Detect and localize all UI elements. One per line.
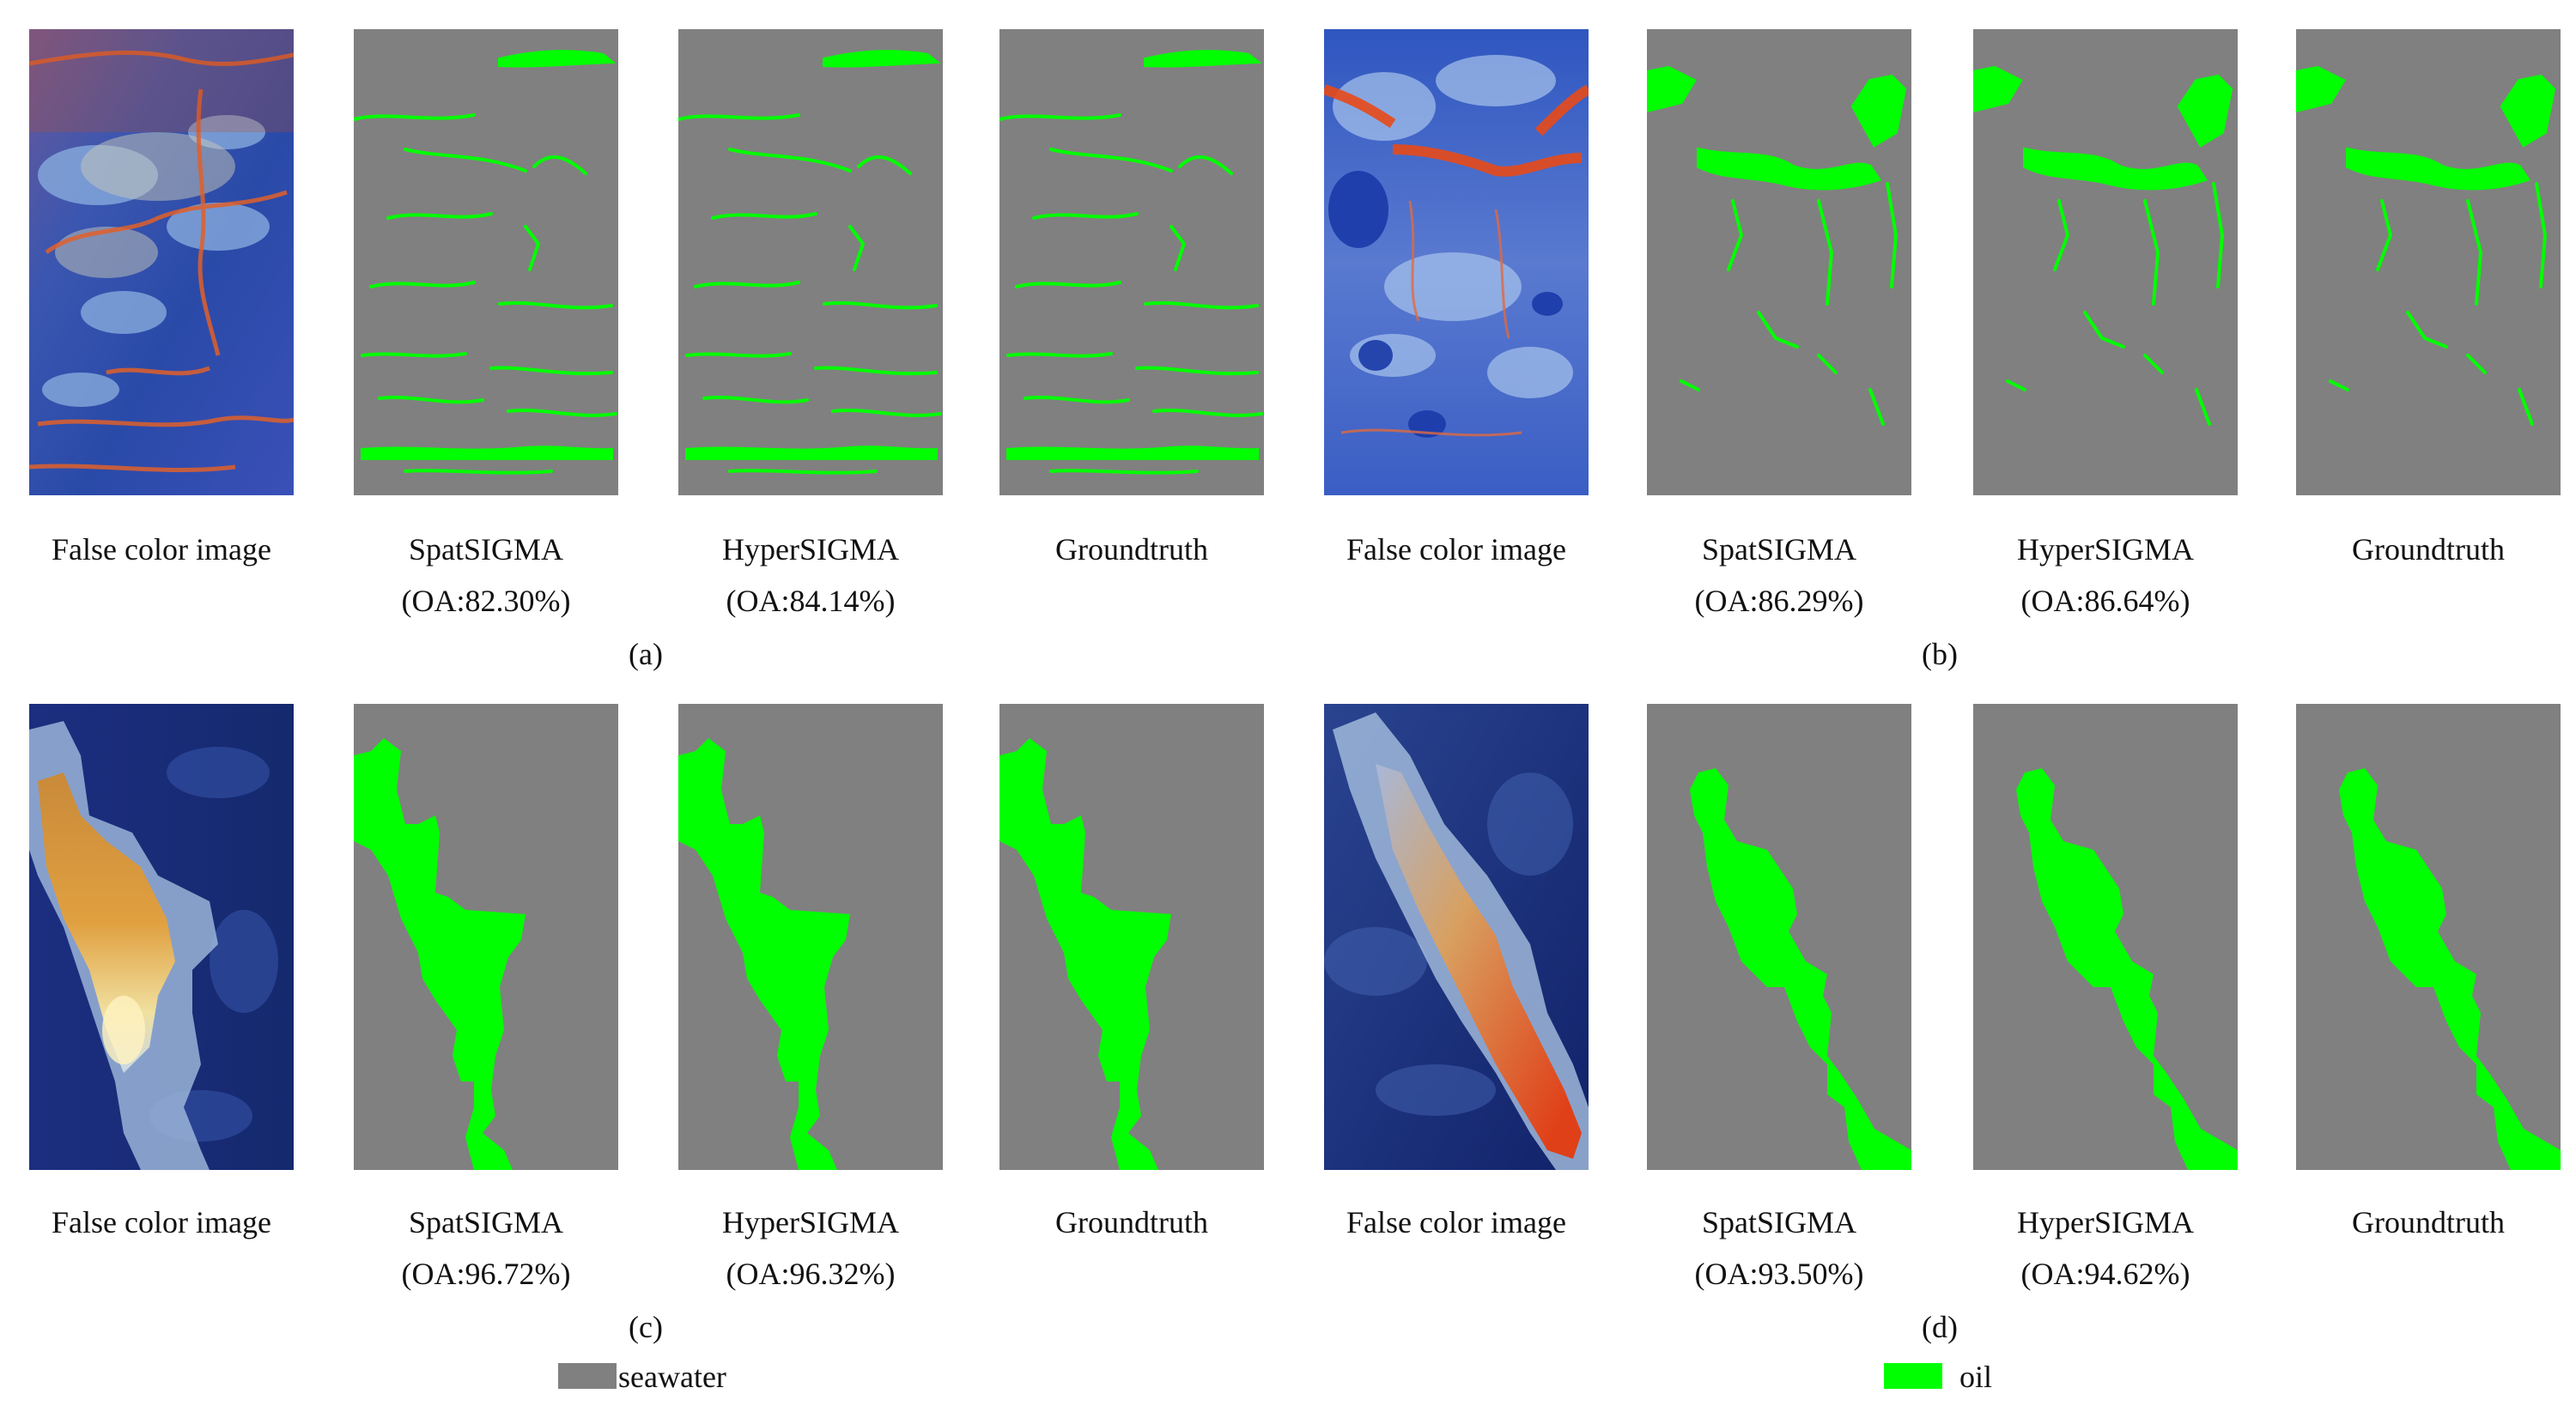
segmentation-mask-b-spatsigma: [1647, 29, 1911, 495]
false-color-image-c: [29, 704, 294, 1170]
panel-c-groundtruth: [999, 704, 1264, 1170]
panel-b-hypersigma: [1973, 29, 2238, 495]
caption-a-groundtruth: Groundtruth: [1055, 532, 1208, 567]
segmentation-mask-b-hypersigma: [1973, 29, 2238, 495]
panel-d-hypersigma: [1973, 704, 2238, 1170]
caption-d-false-color: False color image: [1346, 1205, 1566, 1239]
panel-b-spatsigma: [1647, 29, 1911, 495]
panel-d-spatsigma: [1647, 704, 1911, 1170]
panel-b-groundtruth: [2296, 29, 2561, 495]
caption-b-false-color: False color image: [1346, 532, 1566, 567]
caption-a-false-color: False color image: [52, 532, 271, 567]
panel-b-false-color: [1324, 29, 1589, 495]
oa-a-spatsigma: (OA:82.30%): [401, 584, 571, 618]
panel-a-false-color: [29, 29, 294, 495]
segmentation-mask-d-spatsigma: [1647, 704, 1911, 1170]
false-color-image-a: [29, 29, 294, 495]
panel-c-hypersigma: [678, 704, 943, 1170]
segmentation-mask-b-groundtruth: [2296, 29, 2561, 495]
legend-label-seawater: seawater: [618, 1360, 726, 1394]
caption-b-groundtruth: Groundtruth: [2352, 532, 2505, 567]
segmentation-mask-a-hypersigma: [678, 29, 943, 495]
caption-d-spatsigma: SpatSIGMA: [1701, 1205, 1857, 1239]
panel-c-spatsigma: [354, 704, 618, 1170]
panel-c-false-color: [29, 704, 294, 1170]
segmentation-mask-d-groundtruth: [2296, 704, 2561, 1170]
caption-b-hypersigma: HyperSIGMA: [2017, 532, 2194, 567]
caption-c-hypersigma: HyperSIGMA: [722, 1205, 899, 1239]
false-color-image-b: [1324, 29, 1589, 495]
caption-c-spatsigma: SpatSIGMA: [408, 1205, 564, 1239]
panel-d-false-color: [1324, 704, 1589, 1170]
legend-label-oil: oil: [1959, 1360, 1993, 1394]
oa-c-spatsigma: (OA:96.72%): [401, 1257, 571, 1291]
legend-swatch-oil: [1884, 1363, 1942, 1389]
segmentation-mask-c-hypersigma: [678, 704, 943, 1170]
oa-c-hypersigma: (OA:96.32%): [726, 1257, 896, 1291]
segmentation-mask-c-groundtruth: [999, 704, 1264, 1170]
subfigure-label-c: (c): [629, 1310, 663, 1344]
caption-a-spatsigma: SpatSIGMA: [408, 532, 564, 567]
panel-d-groundtruth: [2296, 704, 2561, 1170]
segmentation-mask-c-spatsigma: [354, 704, 618, 1170]
panel-a-hypersigma: [678, 29, 943, 495]
segmentation-mask-a-groundtruth: [999, 29, 1264, 495]
segmentation-mask-d-hypersigma: [1973, 704, 2238, 1170]
caption-d-groundtruth: Groundtruth: [2352, 1205, 2505, 1239]
subfigure-label-b: (b): [1922, 637, 1958, 671]
false-color-image-d: [1324, 704, 1589, 1170]
caption-a-hypersigma: HyperSIGMA: [722, 532, 899, 567]
oa-b-spatsigma: (OA:86.29%): [1694, 584, 1864, 618]
caption-d-hypersigma: HyperSIGMA: [2017, 1205, 2194, 1239]
caption-b-spatsigma: SpatSIGMA: [1701, 532, 1857, 567]
subfigure-label-a: (a): [629, 637, 663, 671]
caption-c-groundtruth: Groundtruth: [1055, 1205, 1208, 1239]
subfigure-label-d: (d): [1922, 1310, 1958, 1344]
panel-a-spatsigma: [354, 29, 618, 495]
oa-d-hypersigma: (OA:94.62%): [2020, 1257, 2190, 1291]
oa-a-hypersigma: (OA:84.14%): [726, 584, 896, 618]
oa-d-spatsigma: (OA:93.50%): [1694, 1257, 1864, 1291]
legend-swatch-seawater: [558, 1363, 617, 1389]
panel-a-groundtruth: [999, 29, 1264, 495]
segmentation-mask-a-spatsigma: [354, 29, 618, 495]
oa-b-hypersigma: (OA:86.64%): [2020, 584, 2190, 618]
caption-c-false-color: False color image: [52, 1205, 271, 1239]
